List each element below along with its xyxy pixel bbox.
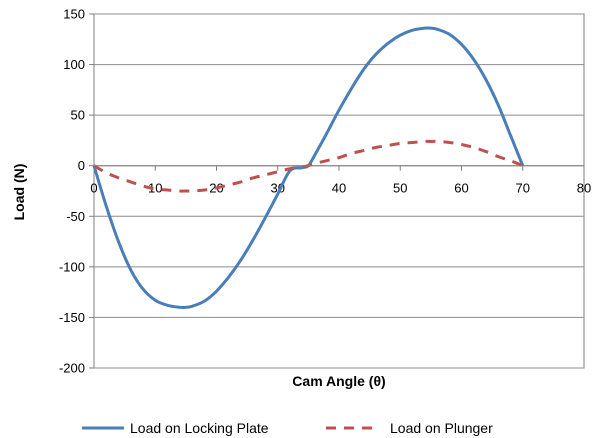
plot-area — [93, 13, 585, 369]
x-tick-label-4: 40 — [332, 181, 346, 196]
y-tick-label-7: -200 — [59, 361, 85, 376]
x-axis-title: Cam Angle (θ) — [292, 373, 385, 389]
y-tick-label-6: -150 — [59, 310, 85, 325]
legend-label-plunger: Load on Plunger — [390, 420, 493, 436]
x-tick-label-8: 80 — [577, 181, 591, 196]
x-tick-label-6: 60 — [454, 181, 468, 196]
legend: Load on Locking Plate Load on Plunger — [82, 420, 493, 436]
y-tick-label-4: -50 — [66, 209, 85, 224]
y-tick-labels: 150 100 50 0 -50 -100 -150 -200 — [59, 7, 85, 376]
x-tick-label-0: 0 — [90, 181, 97, 196]
x-tick-label-7: 70 — [516, 181, 530, 196]
y-tick-label-0: 150 — [63, 7, 85, 22]
legend-label-locking-plate: Load on Locking Plate — [130, 420, 269, 436]
x-tick-label-1: 10 — [148, 181, 162, 196]
y-tick-label-5: -100 — [59, 259, 85, 274]
x-tick-label-5: 50 — [393, 181, 407, 196]
y-axis-title: Load (N) — [11, 164, 27, 221]
y-tick-label-1: 100 — [63, 57, 85, 72]
y-tick-label-3: 0 — [78, 158, 85, 173]
y-tick-label-2: 50 — [71, 108, 85, 123]
